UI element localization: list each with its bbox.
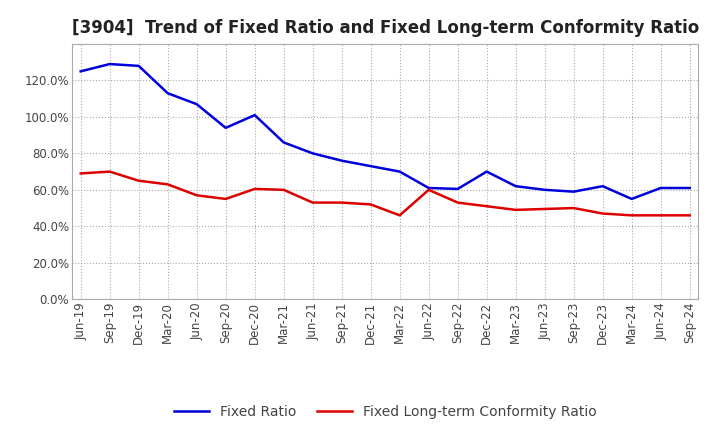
- Fixed Ratio: [657, 185, 665, 191]
- Fixed Ratio: [251, 113, 259, 118]
- Fixed Ratio: [366, 164, 375, 169]
- Fixed Long-term Conformity Ratio: [279, 187, 288, 192]
- Fixed Ratio: [105, 62, 114, 67]
- Fixed Long-term Conformity Ratio: [135, 178, 143, 183]
- Fixed Ratio: [338, 158, 346, 163]
- Fixed Long-term Conformity Ratio: [541, 206, 549, 212]
- Fixed Long-term Conformity Ratio: [570, 205, 578, 211]
- Fixed Long-term Conformity Ratio: [627, 213, 636, 218]
- Fixed Ratio: [395, 169, 404, 174]
- Line: Fixed Ratio: Fixed Ratio: [81, 64, 690, 199]
- Fixed Ratio: [541, 187, 549, 192]
- Fixed Long-term Conformity Ratio: [685, 213, 694, 218]
- Legend: Fixed Ratio, Fixed Long-term Conformity Ratio: Fixed Ratio, Fixed Long-term Conformity …: [168, 400, 602, 425]
- Fixed Long-term Conformity Ratio: [308, 200, 317, 205]
- Fixed Ratio: [76, 69, 85, 74]
- Fixed Long-term Conformity Ratio: [338, 200, 346, 205]
- Fixed Ratio: [163, 91, 172, 96]
- Fixed Ratio: [570, 189, 578, 194]
- Fixed Long-term Conformity Ratio: [424, 187, 433, 192]
- Fixed Ratio: [221, 125, 230, 131]
- Fixed Long-term Conformity Ratio: [251, 186, 259, 191]
- Fixed Ratio: [598, 183, 607, 189]
- Fixed Ratio: [482, 169, 491, 174]
- Fixed Long-term Conformity Ratio: [366, 202, 375, 207]
- Fixed Long-term Conformity Ratio: [454, 200, 462, 205]
- Fixed Ratio: [454, 186, 462, 191]
- Fixed Ratio: [308, 151, 317, 156]
- Fixed Ratio: [424, 185, 433, 191]
- Fixed Long-term Conformity Ratio: [657, 213, 665, 218]
- Fixed Long-term Conformity Ratio: [221, 196, 230, 202]
- Fixed Ratio: [627, 196, 636, 202]
- Fixed Long-term Conformity Ratio: [105, 169, 114, 174]
- Fixed Long-term Conformity Ratio: [511, 207, 520, 213]
- Fixed Long-term Conformity Ratio: [76, 171, 85, 176]
- Fixed Long-term Conformity Ratio: [598, 211, 607, 216]
- Fixed Ratio: [279, 140, 288, 145]
- Title: [3904]  Trend of Fixed Ratio and Fixed Long-term Conformity Ratio: [3904] Trend of Fixed Ratio and Fixed Lo…: [71, 19, 699, 37]
- Fixed Ratio: [685, 185, 694, 191]
- Fixed Ratio: [511, 183, 520, 189]
- Fixed Long-term Conformity Ratio: [192, 193, 201, 198]
- Fixed Long-term Conformity Ratio: [163, 182, 172, 187]
- Fixed Long-term Conformity Ratio: [395, 213, 404, 218]
- Fixed Ratio: [135, 63, 143, 69]
- Line: Fixed Long-term Conformity Ratio: Fixed Long-term Conformity Ratio: [81, 172, 690, 215]
- Fixed Ratio: [192, 102, 201, 107]
- Fixed Long-term Conformity Ratio: [482, 204, 491, 209]
